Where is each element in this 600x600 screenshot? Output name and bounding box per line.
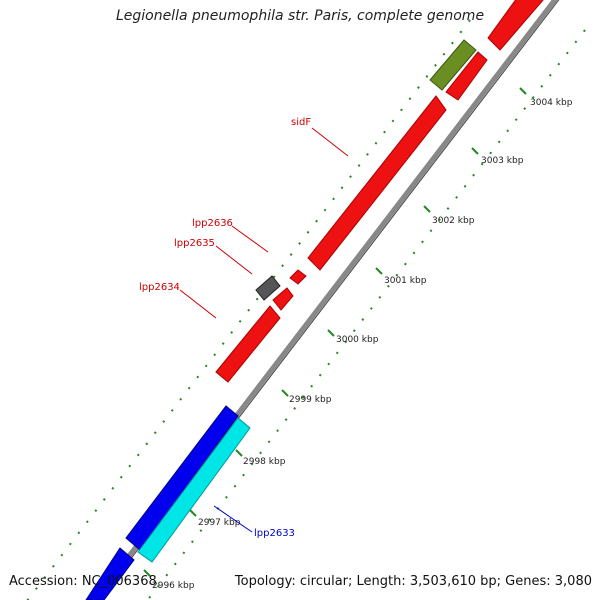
olive-gene	[429, 39, 477, 91]
tick-label: 2996 kbp	[152, 581, 195, 591]
tick-label: 2999 kbp	[289, 395, 332, 405]
tick-mark	[423, 205, 431, 213]
label-leaders	[179, 127, 349, 533]
leader-lpp2634	[179, 289, 217, 319]
tick-label: 2998 kbp	[243, 457, 286, 467]
tick-mark	[471, 147, 479, 155]
tick-label: 3001 kbp	[384, 276, 427, 286]
gene-arrow	[445, 51, 488, 101]
tick-marks	[143, 87, 527, 577]
blue-gene	[85, 547, 135, 600]
tick-mark	[189, 509, 197, 517]
cyan-gene	[137, 417, 251, 563]
tick-mark	[281, 389, 289, 397]
tick-mark	[235, 449, 243, 457]
tick-mark	[327, 329, 335, 337]
gene-arrow	[272, 287, 294, 311]
gene-label-sidF: sidF	[291, 117, 311, 128]
tick-mark	[375, 267, 383, 275]
outer-dotted-ring	[146, 29, 586, 600]
tick-mark	[143, 569, 151, 577]
gene-label-lpp2636: lpp2636	[192, 218, 233, 229]
blue-gene	[125, 405, 239, 551]
leader-lpp2633	[213, 505, 253, 533]
tick-label: 3003 kbp	[481, 156, 524, 166]
tick-mark	[519, 87, 527, 95]
tick-labels: 2996 kbp 2997 kbp 2998 kbp 2999 kbp 3000…	[152, 98, 573, 591]
accession-text: Accession: NC_006368	[9, 574, 157, 589]
forward-genes	[215, 0, 544, 383]
tick-label: 3000 kbp	[336, 335, 379, 345]
gene-arrow	[487, 0, 544, 51]
tick-label: 2997 kbp	[198, 518, 241, 528]
gene-label-lpp2635: lpp2635	[174, 238, 215, 249]
inner-dotted-ring	[26, 19, 471, 600]
map-title: Legionella pneumophila str. Paris, compl…	[115, 8, 485, 24]
tick-label: 3002 kbp	[432, 216, 475, 226]
gene-arrow	[215, 305, 281, 383]
gene-label-lpp2634: lpp2634	[139, 282, 180, 293]
leader-sidF	[311, 127, 349, 157]
gene-arrow	[289, 269, 307, 285]
topology-text: Topology: circular; Length: 3,503,610 bp…	[234, 574, 592, 589]
gene-labels: sidF lpp2636 lpp2635 lpp2634 lpp2633	[139, 117, 311, 539]
grey-gene	[255, 275, 281, 301]
sidF-gene	[307, 95, 447, 271]
gene-label-lpp2633: lpp2633	[254, 528, 295, 539]
leader-lpp2636	[231, 225, 269, 253]
tick-label: 3004 kbp	[530, 98, 573, 108]
leader-lpp2635	[215, 245, 253, 275]
